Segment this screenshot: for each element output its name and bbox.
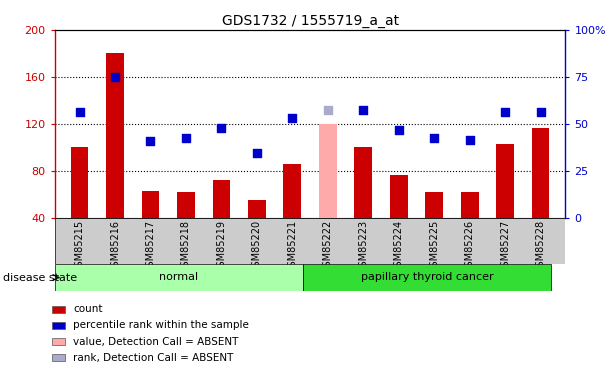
- Point: [358, 106, 368, 112]
- Text: GSM85216: GSM85216: [110, 220, 120, 273]
- Point: [394, 127, 404, 133]
- Point: [181, 135, 191, 141]
- Bar: [55, 217, 565, 264]
- Text: GSM85219: GSM85219: [216, 220, 226, 273]
- Point: [216, 125, 226, 132]
- Text: GSM85221: GSM85221: [288, 220, 297, 273]
- Bar: [283, 164, 301, 218]
- Text: rank, Detection Call = ABSENT: rank, Detection Call = ABSENT: [73, 353, 233, 363]
- Text: GSM85222: GSM85222: [323, 220, 333, 273]
- Text: papillary thyroid cancer: papillary thyroid cancer: [361, 273, 494, 282]
- Point: [465, 137, 474, 143]
- Title: GDS1732 / 1555719_a_at: GDS1732 / 1555719_a_at: [221, 13, 399, 28]
- Text: GSM85215: GSM85215: [75, 220, 85, 273]
- Text: GSM85224: GSM85224: [394, 220, 404, 273]
- Bar: [106, 54, 124, 217]
- Point: [145, 138, 155, 144]
- Text: GSM85218: GSM85218: [181, 220, 191, 273]
- Text: percentile rank within the sample: percentile rank within the sample: [73, 321, 249, 330]
- Text: value, Detection Call = ABSENT: value, Detection Call = ABSENT: [73, 337, 238, 346]
- Text: GSM85227: GSM85227: [500, 220, 510, 273]
- Bar: [55, 264, 303, 291]
- Bar: [461, 192, 478, 217]
- Bar: [177, 192, 195, 217]
- Text: GSM85217: GSM85217: [145, 220, 156, 273]
- Bar: [354, 147, 372, 218]
- Bar: [142, 190, 159, 217]
- Text: GSM85228: GSM85228: [536, 220, 545, 273]
- Point: [288, 115, 297, 121]
- Bar: [213, 180, 230, 218]
- Point: [110, 74, 120, 80]
- Text: GSM85226: GSM85226: [465, 220, 475, 273]
- Bar: [71, 147, 88, 218]
- Point: [500, 109, 510, 115]
- Text: count: count: [73, 304, 103, 314]
- Point: [429, 135, 439, 141]
- Bar: [303, 264, 551, 291]
- Bar: [248, 200, 266, 217]
- Point: [75, 109, 85, 115]
- Text: disease state: disease state: [3, 273, 77, 283]
- Bar: [426, 192, 443, 217]
- Bar: [496, 144, 514, 218]
- Point: [536, 109, 545, 115]
- Text: GSM85225: GSM85225: [429, 220, 439, 273]
- Text: GSM85220: GSM85220: [252, 220, 262, 273]
- Bar: [390, 176, 407, 217]
- Bar: [319, 124, 337, 218]
- Text: GSM85223: GSM85223: [358, 220, 368, 273]
- Point: [252, 150, 261, 156]
- Text: normal: normal: [159, 273, 198, 282]
- Point: [323, 106, 333, 112]
- Bar: [532, 128, 550, 217]
